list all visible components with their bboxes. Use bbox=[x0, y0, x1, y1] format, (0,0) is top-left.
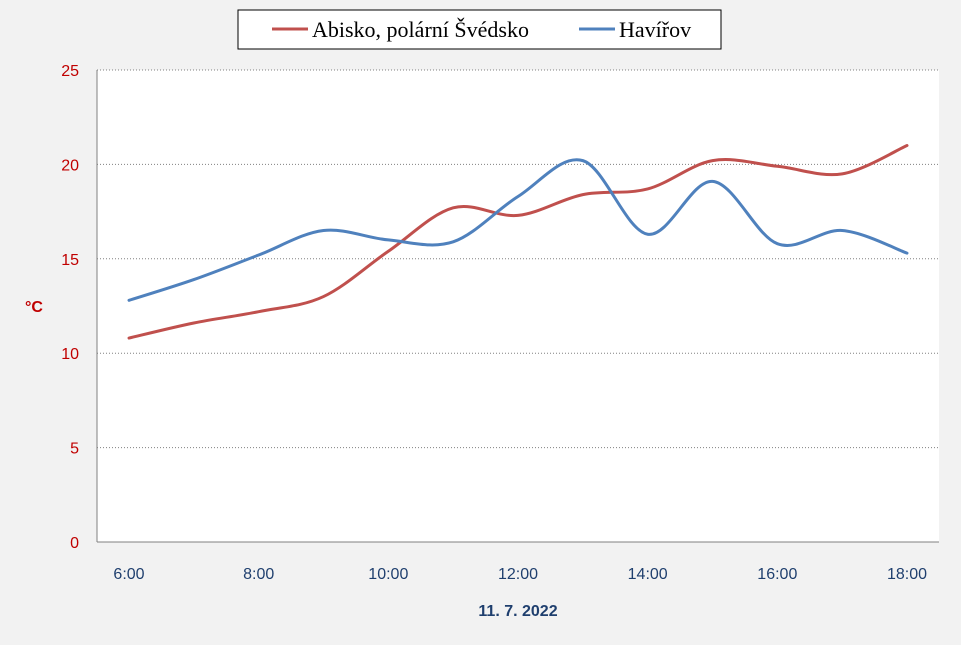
legend-label-havirov: Havířov bbox=[619, 17, 691, 42]
plot-background bbox=[97, 70, 939, 542]
y-axis-label: °C bbox=[25, 299, 43, 316]
x-axis-label: 11. 7. 2022 bbox=[478, 603, 557, 620]
y-tick-label: 25 bbox=[61, 63, 79, 80]
x-tick-label: 10:00 bbox=[368, 566, 408, 583]
y-tick-label: 5 bbox=[70, 441, 79, 458]
y-tick-label: 15 bbox=[61, 252, 79, 269]
series-line-havirov bbox=[127, 158, 909, 302]
series-line-abisko bbox=[127, 144, 909, 340]
legend: Abisko, polární Švédsko Havířov bbox=[237, 9, 722, 50]
x-tick-label: 8:00 bbox=[243, 566, 274, 583]
y-tick-label: 0 bbox=[70, 535, 79, 552]
y-tick-label: 10 bbox=[61, 346, 79, 363]
legend-box bbox=[237, 9, 722, 50]
x-tick-label: 12:00 bbox=[498, 566, 538, 583]
x-tick-label: 6:00 bbox=[113, 566, 144, 583]
x-tick-label: 16:00 bbox=[757, 566, 797, 583]
y-tick-label: 20 bbox=[61, 157, 79, 174]
legend-label-abisko: Abisko, polární Švédsko bbox=[312, 17, 529, 42]
x-tick-label: 18:00 bbox=[887, 566, 927, 583]
plot-area: 0 5 10 15 20 25 6:00 8:00 10:00 12:00 14:00 16:00 18… bbox=[61, 63, 939, 583]
x-tick-label: 14:00 bbox=[628, 566, 668, 583]
